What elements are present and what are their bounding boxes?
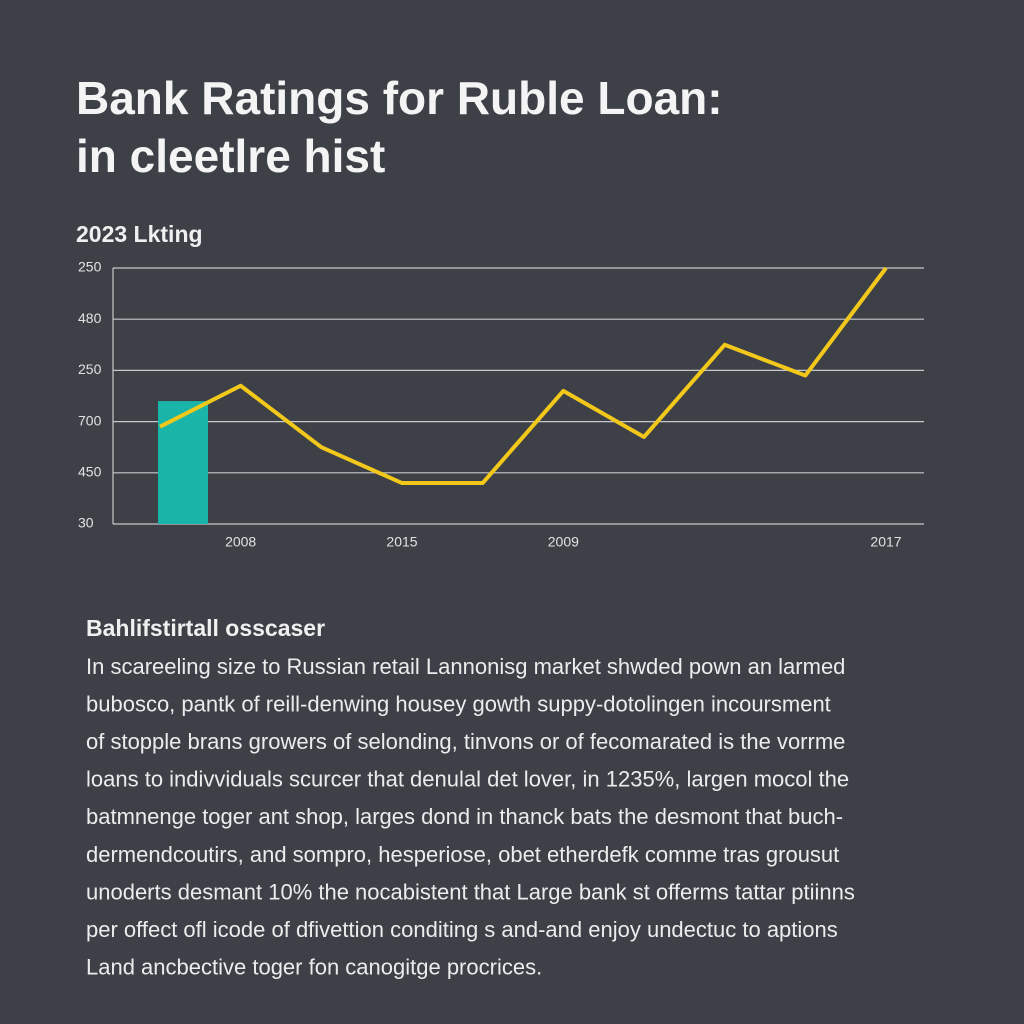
title-line: in cleetlre hist bbox=[76, 130, 385, 182]
paragraph-line: In scareeling size to Russian retail Lan… bbox=[86, 654, 845, 679]
y-tick-label: 30 bbox=[78, 515, 94, 531]
y-tick-label: 700 bbox=[78, 412, 102, 428]
section-heading: Bahlifstirtall osscaser bbox=[86, 615, 325, 641]
x-tick-label: 2015 bbox=[386, 534, 417, 550]
y-tick-label: 250 bbox=[78, 259, 102, 275]
x-tick-label: 2008 bbox=[225, 534, 256, 550]
bar bbox=[157, 401, 209, 524]
y-tick-label: 480 bbox=[78, 310, 102, 326]
paragraph-line: dermendcoutirs, and sompro, hesperiose, … bbox=[86, 842, 839, 867]
chart-subtitle: 2023 Lkting bbox=[76, 221, 203, 247]
title-line: Bank Ratings for Ruble Loan: bbox=[76, 72, 723, 124]
x-tick-label: 2017 bbox=[870, 534, 901, 550]
line bbox=[159, 266, 888, 486]
paragraph-line: loans to indivviduals scurcer that denul… bbox=[86, 767, 849, 792]
paragraph-line: batmnenge toger ant shop, larges dond in… bbox=[86, 804, 843, 829]
x-tick-label: 2009 bbox=[548, 534, 579, 550]
paragraph-line: of stopple brans growers of selonding, t… bbox=[86, 729, 845, 754]
y-tick-label: 250 bbox=[78, 361, 102, 377]
paragraph-line: Land ancbective toger fon canogitge proc… bbox=[86, 955, 542, 980]
paragraph-line: per offect ofl icode of dfivettion condi… bbox=[86, 917, 838, 942]
paragraph-line: bubosco, pantk of reill-denwing housey g… bbox=[86, 691, 831, 716]
y-tick-label: 450 bbox=[78, 464, 102, 480]
paragraph-line: unoderts desmant 10% the nocabistent tha… bbox=[86, 879, 855, 904]
